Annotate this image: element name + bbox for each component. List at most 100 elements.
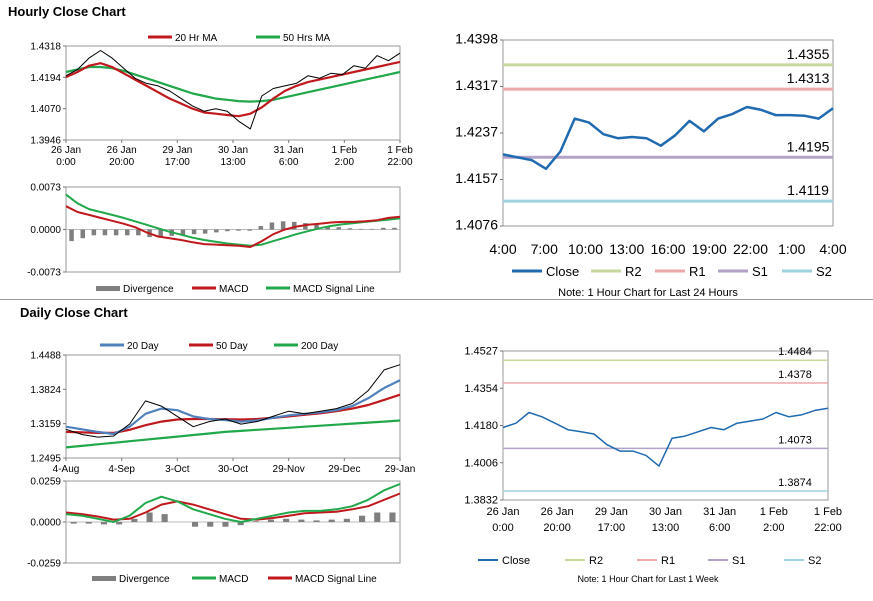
daily-divergence-bar — [161, 514, 168, 522]
daily-week-level-label: 1.4484 — [778, 346, 812, 358]
hourly-divergence-bar — [136, 229, 141, 236]
hourly-macd-legend-label: MACD Signal Line — [293, 284, 375, 295]
daily-price-y-tick-label: 1.4488 — [30, 351, 61, 362]
hourly-price-y-tick-label: 1.4070 — [30, 104, 61, 115]
daily-divergence-bar — [252, 521, 259, 522]
hourly-24h-y-tick-label: 1.4237 — [455, 124, 498, 140]
daily-macd-y-tick-label: 0.0000 — [30, 518, 61, 529]
daily-macd-legend-label: Divergence — [119, 574, 170, 585]
hourly-divergence-bar — [225, 229, 230, 232]
hourly-divergence-bar — [214, 229, 219, 233]
hourly-price-y-tick-label: 1.4194 — [30, 73, 61, 84]
hourly-24h-y-tick-label: 1.4157 — [455, 170, 498, 186]
daily-week-x-tick-label: 6:00 — [709, 522, 730, 534]
daily-week-level-label: 1.3874 — [778, 477, 812, 489]
hourly-price-legend-label: 50 Hrs MA — [283, 33, 331, 44]
hourly-24h-level-label: 1.4355 — [787, 46, 830, 62]
daily-divergence-bar — [267, 519, 274, 522]
daily-divergence-bar — [207, 522, 214, 527]
hourly-24h-x-tick-label: 10:00 — [568, 241, 603, 257]
daily-divergence-bar — [146, 512, 153, 522]
daily-divergence-bar — [85, 522, 92, 524]
hourly-price-x-tick-label: 1 Feb — [332, 145, 358, 156]
daily-section-title: Daily Close Chart — [20, 305, 128, 320]
hourly-price-y-tick-label: 1.3946 — [30, 136, 61, 147]
hourly-24h-y-tick-label: 1.4317 — [455, 77, 498, 93]
hourly-price-line — [65, 50, 401, 130]
hourly-divergence-bar — [180, 229, 186, 235]
hourly-divergence-bar — [247, 229, 252, 231]
daily-price-x-tick-label: 29-Nov — [273, 464, 305, 475]
daily-week-y-tick-label: 1.4527 — [464, 346, 498, 358]
hourly-divergence-bar — [292, 221, 297, 230]
hourly-price-x-tick-label: 26 Jan — [107, 145, 137, 156]
daily-week-legend-label: Close — [502, 555, 530, 567]
hourly-macd-legend-swatch — [96, 286, 120, 291]
daily-ma200-line — [65, 419, 401, 449]
hourly-24h-note: Note: 1 Hour Chart for Last 24 Hours — [558, 287, 738, 299]
daily-divergence-bar — [237, 522, 244, 526]
hourly-24h-x-tick-label: 4:00 — [819, 241, 846, 257]
hourly-divergence-bar — [280, 221, 286, 230]
daily-ma50-line — [65, 393, 401, 434]
hourly-divergence-bar — [314, 224, 319, 230]
daily-week-legend-label: R1 — [661, 555, 675, 567]
daily-price-x-tick-label: 4-Aug — [53, 464, 80, 475]
daily-week-x-tick-label: 22:00 — [814, 522, 842, 534]
daily-week-y-tick-label: 1.4180 — [464, 420, 498, 432]
daily-price-x-tick-label: 3-Oct — [165, 464, 190, 475]
daily-week-legend-label: S2 — [808, 555, 821, 567]
daily-price-x-tick-label: 4-Sep — [108, 464, 135, 475]
daily-week-legend-label: S1 — [732, 555, 745, 567]
daily-price-x-tick-label: 30-Oct — [218, 464, 248, 475]
hourly-24h-legend-label: S2 — [816, 264, 832, 279]
hourly-24h-x-tick-label: 7:00 — [531, 241, 558, 257]
daily-price-x-tick-label: 29-Jan — [385, 464, 416, 475]
daily-divergence-bar — [283, 518, 290, 522]
daily-week-x-tick-label: 2:00 — [763, 522, 784, 534]
daily-divergence-bar — [359, 515, 366, 522]
hourly-divergence-bar — [303, 223, 308, 230]
daily-week-level-label: 1.4378 — [778, 369, 812, 381]
hourly-price-x-tick-label: 1 Feb — [387, 145, 413, 156]
daily-macd-y-tick-label: 0.0259 — [30, 477, 61, 488]
hourly-price-x-tick-label: 31 Jan — [274, 145, 304, 156]
hourly-price-x-tick-label: 0:00 — [56, 157, 76, 168]
hourly-signal-line — [65, 193, 401, 247]
hourly-24h-x-tick-label: 19:00 — [692, 241, 727, 257]
daily-week-x-tick-label: 20:00 — [543, 522, 571, 534]
hourly-section-title: Hourly Close Chart — [8, 4, 126, 19]
hourly-divergence-bar — [102, 229, 108, 236]
hourly-price-x-tick-label: 20:00 — [109, 157, 134, 168]
daily-macd-y-tick-label: -0.0259 — [27, 559, 61, 570]
hourly-divergence-bar — [369, 228, 375, 230]
hourly-24h-x-tick-label: 13:00 — [609, 241, 644, 257]
daily-divergence-bar — [100, 522, 107, 525]
daily-macd-line — [65, 483, 401, 523]
daily-divergence-bar — [328, 519, 335, 522]
daily-divergence-bar — [298, 519, 305, 522]
daily-week-x-tick-label: 1 Feb — [814, 506, 842, 518]
hourly-macd-y-tick-label: 0.0000 — [30, 225, 61, 236]
daily-ma20-line — [65, 379, 401, 436]
daily-divergence-bar — [389, 512, 396, 522]
hourly-price-x-tick-label: 6:00 — [279, 157, 299, 168]
daily-week-close-line — [502, 407, 829, 467]
daily-week-y-tick-label: 1.4354 — [464, 383, 498, 395]
daily-divergence-bar — [70, 522, 77, 524]
hourly-24h-legend-label: R2 — [625, 264, 642, 279]
hourly-divergence-bar — [381, 227, 386, 230]
hourly-24h-level-label: 1.4195 — [787, 138, 830, 154]
daily-week-note: Note: 1 Hour Chart for Last 1 Week — [578, 574, 719, 584]
hourly-divergence-bar — [336, 227, 341, 230]
hourly-price-y-tick-label: 1.4318 — [30, 42, 61, 53]
hourly-divergence-bar — [358, 228, 364, 230]
daily-divergence-bar — [116, 522, 123, 525]
daily-week-x-tick-label: 26 Jan — [486, 506, 519, 518]
hourly-24h-x-tick-label: 22:00 — [733, 241, 768, 257]
hourly-price-x-tick-label: 26 Jan — [51, 145, 81, 156]
daily-week-y-tick-label: 1.4006 — [464, 457, 498, 469]
hourly-24h-level-label: 1.4119 — [787, 182, 829, 198]
daily-macd-legend-label: MACD Signal Line — [295, 574, 377, 585]
